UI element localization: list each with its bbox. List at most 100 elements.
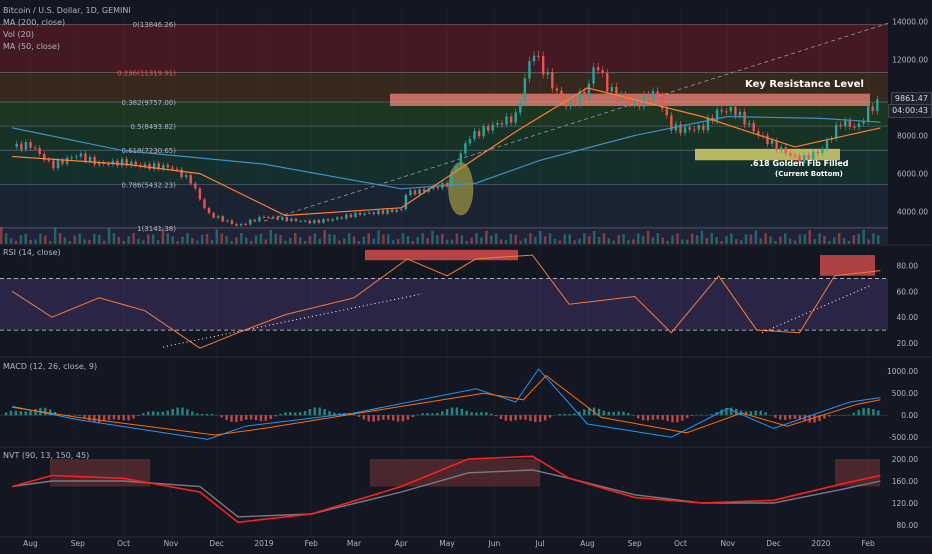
volume-bar xyxy=(617,235,620,244)
volume-bar xyxy=(421,233,424,244)
volume-bar xyxy=(157,240,160,244)
macd-histogram-bar xyxy=(657,415,659,419)
candle-body xyxy=(185,175,187,177)
macd-histogram-bar xyxy=(88,415,90,420)
time-axis-tick: Apr xyxy=(395,539,409,548)
candle-body xyxy=(299,221,301,222)
candle-body xyxy=(766,135,768,144)
macd-histogram-bar xyxy=(225,415,227,420)
rsi-band xyxy=(0,278,888,330)
candle-body xyxy=(638,102,640,107)
indicator-ma50-label: MA (50, close) xyxy=(3,42,60,52)
volume-bar xyxy=(750,235,753,244)
candle-body xyxy=(38,148,40,154)
macd-histogram-bar xyxy=(392,415,394,420)
candle-body xyxy=(743,112,745,125)
time-axis-tick: Oct xyxy=(674,539,687,548)
macd-histogram-bar xyxy=(622,412,624,416)
candle-body xyxy=(167,165,169,168)
macd-histogram-bar xyxy=(137,415,139,416)
time-axis-tick: Dec xyxy=(209,539,224,548)
volume-bar xyxy=(774,241,777,244)
macd-histogram-bar xyxy=(627,413,629,415)
candle-body xyxy=(194,184,196,189)
macd-histogram-bar xyxy=(505,415,507,421)
macd-histogram-bar xyxy=(142,413,144,415)
volume-bar xyxy=(730,233,733,244)
macd-histogram-bar xyxy=(328,411,330,415)
candle-body xyxy=(496,123,498,125)
candle-body xyxy=(258,217,260,222)
macd-histogram-bar xyxy=(470,412,472,415)
volume-bar xyxy=(779,237,782,244)
volume-bar xyxy=(510,234,512,244)
candle-body xyxy=(666,109,668,116)
macd-histogram-bar xyxy=(147,412,149,416)
volume-bar xyxy=(715,237,718,244)
volume-bar xyxy=(186,233,189,244)
volume-bar xyxy=(402,233,405,244)
volume-bar xyxy=(461,235,464,244)
volume-bar xyxy=(309,236,312,244)
volume-bar xyxy=(39,234,42,244)
candle-body xyxy=(176,169,178,170)
volume-bar xyxy=(681,240,684,244)
candle-body xyxy=(698,125,700,129)
macd-histogram-bar xyxy=(598,409,600,415)
macd-histogram-bar xyxy=(5,412,7,415)
volume-bar xyxy=(127,236,129,244)
volume-bar xyxy=(662,238,665,244)
macd-histogram-bar xyxy=(666,415,668,421)
candle-body xyxy=(817,152,819,153)
macd-histogram-bar xyxy=(186,409,188,415)
candle-body xyxy=(515,112,517,122)
volume-bar xyxy=(142,240,145,244)
candle-body xyxy=(423,189,425,192)
candle-body xyxy=(377,210,379,214)
volume-bar xyxy=(167,233,170,244)
macd-histogram-bar xyxy=(172,409,174,415)
macd-histogram-bar xyxy=(412,415,414,417)
candle-body xyxy=(775,140,777,150)
volume-bar xyxy=(833,237,836,244)
volume-bar xyxy=(794,240,797,244)
volume-bar xyxy=(368,233,371,244)
macd-histogram-bar xyxy=(613,412,615,415)
volume-bar xyxy=(34,239,37,244)
macd-histogram-bar xyxy=(426,413,428,415)
volume-bar xyxy=(216,229,219,244)
candle-body xyxy=(304,221,306,222)
candle-body xyxy=(629,100,631,104)
macd-histogram-bar xyxy=(568,414,570,415)
volume-bar xyxy=(123,241,126,244)
candle-body xyxy=(254,220,256,222)
price-axis-tick: 6000.00 xyxy=(897,170,928,179)
nvt-axis-tick: 200.00 xyxy=(892,455,918,464)
macd-histogram-bar xyxy=(167,411,169,415)
candle-body xyxy=(208,208,210,213)
candle-body xyxy=(606,73,608,92)
macd-axis-tick: 500.00 xyxy=(892,389,918,398)
candle-body xyxy=(286,217,288,221)
macd-histogram-bar xyxy=(319,407,321,415)
macd-histogram-bar xyxy=(711,414,713,415)
volume-bar xyxy=(485,231,488,244)
macd-histogram-bar xyxy=(152,411,154,415)
candle-body xyxy=(473,131,475,139)
volume-bar xyxy=(529,233,532,244)
candle-body xyxy=(281,217,283,220)
volume-bar xyxy=(725,236,728,244)
candle-body xyxy=(71,157,73,158)
volume-bar xyxy=(260,234,263,244)
macd-histogram-bar xyxy=(368,415,370,421)
macd-histogram-bar xyxy=(98,415,100,422)
volume-bar xyxy=(152,234,155,244)
nvt-axis-tick: 80.00 xyxy=(897,521,919,530)
macd-histogram-bar xyxy=(436,413,438,415)
volume-bar xyxy=(255,235,257,244)
macd-histogram-bar xyxy=(265,415,267,421)
macd-histogram-bar xyxy=(274,415,276,416)
volume-bar xyxy=(867,240,870,244)
volume-bar xyxy=(500,239,503,244)
candle-body xyxy=(61,160,63,164)
